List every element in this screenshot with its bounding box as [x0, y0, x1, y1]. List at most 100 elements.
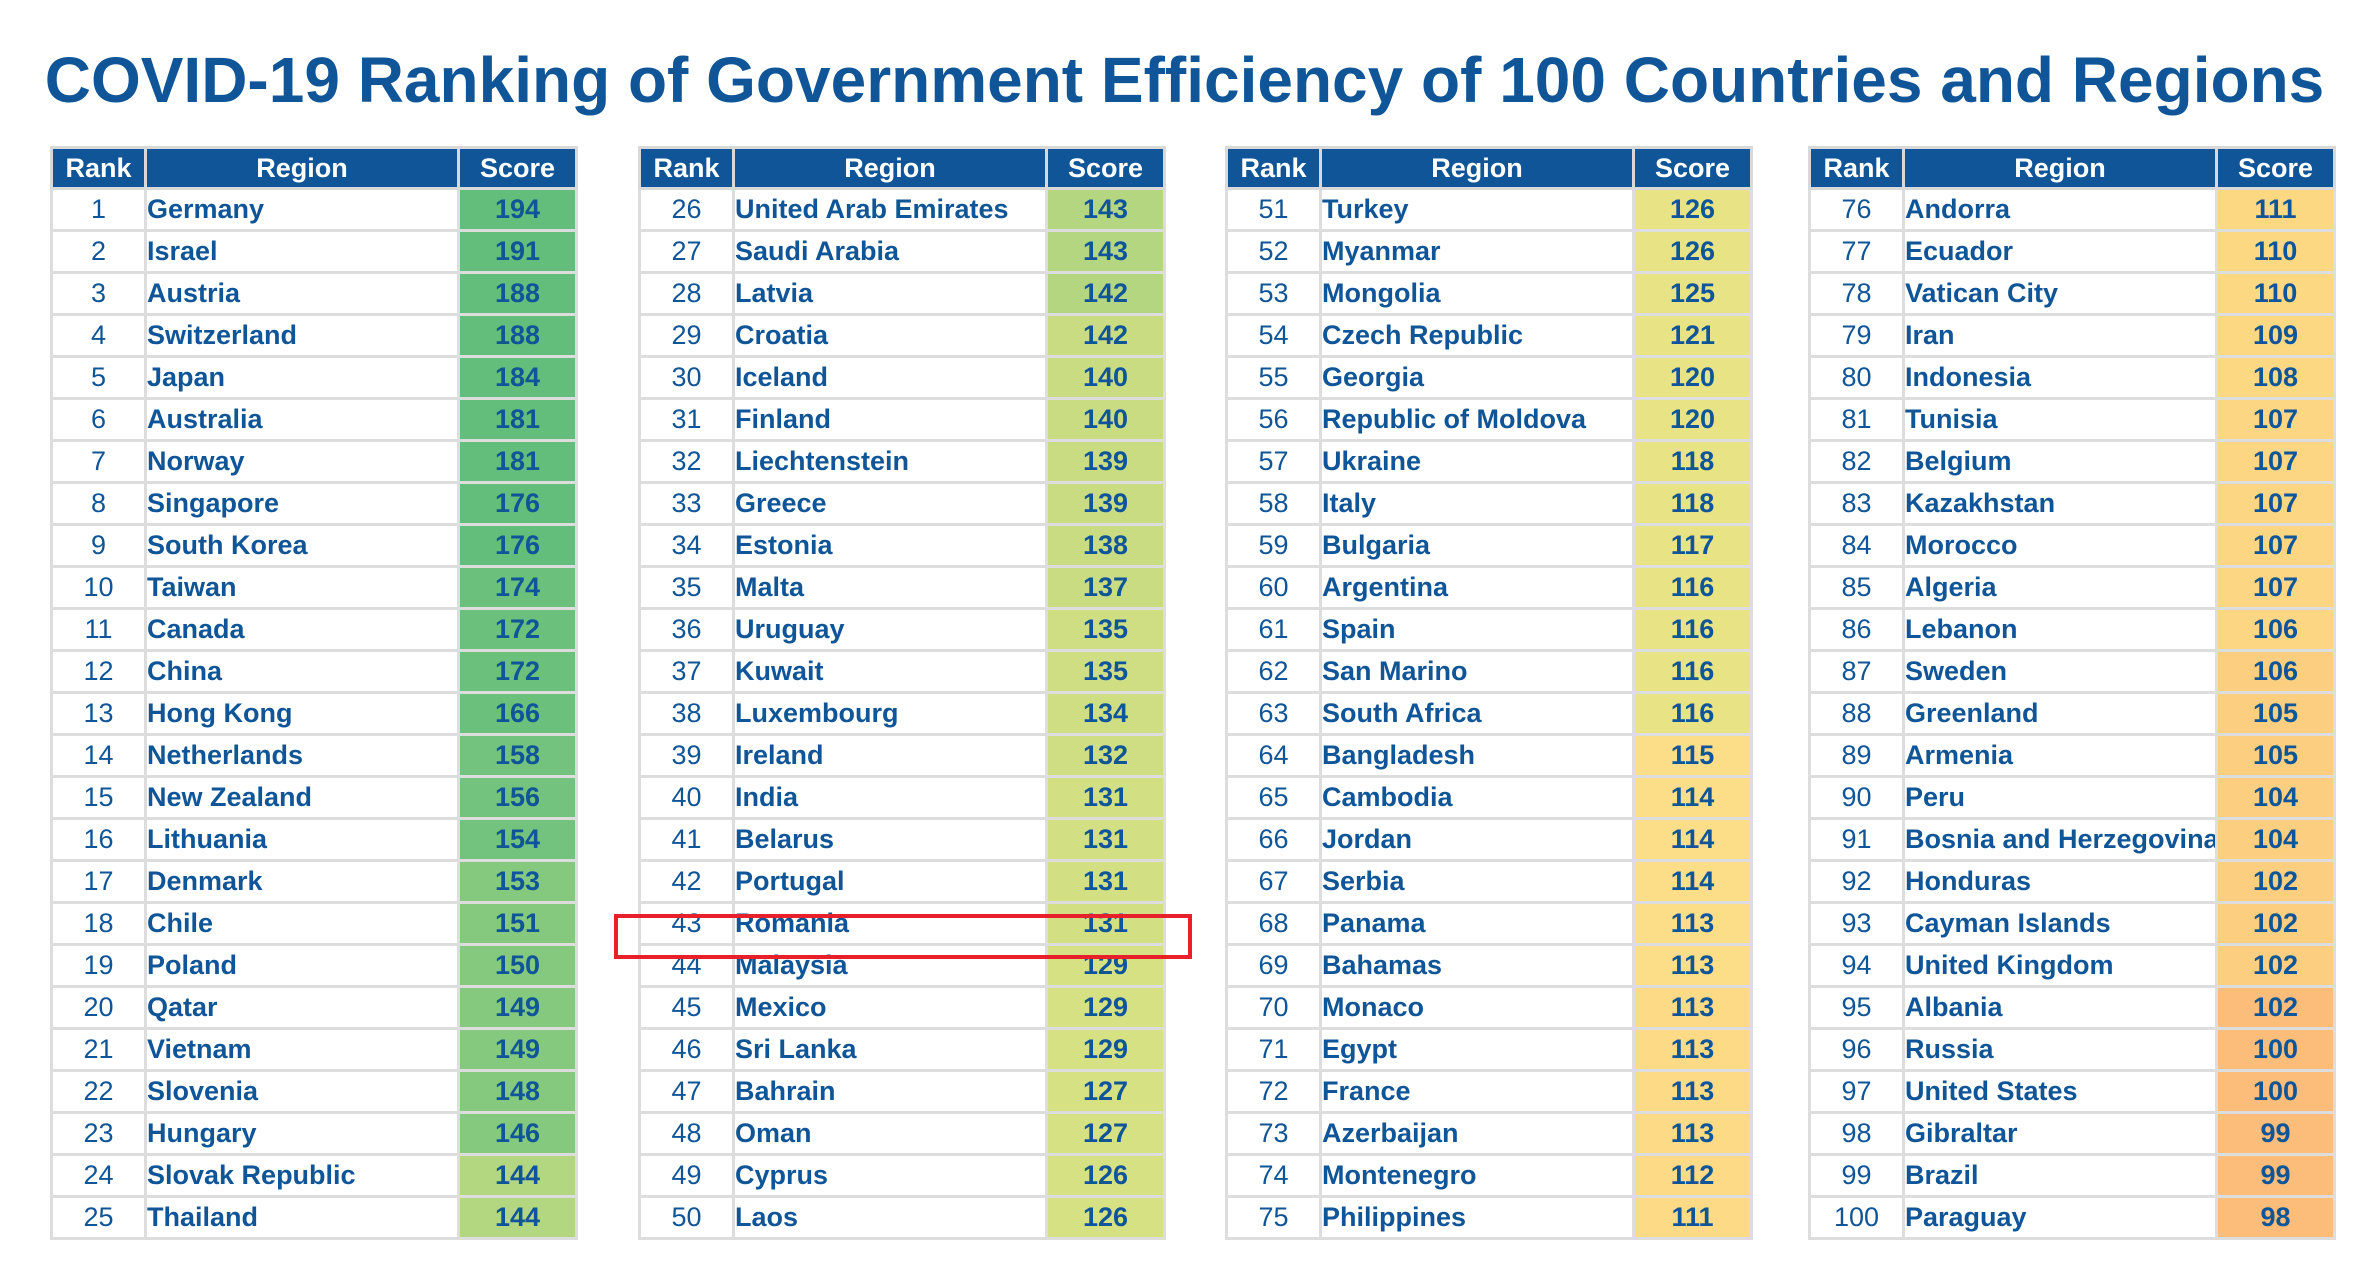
ranking-table-2: Rank Region Score 26 United Arab Emirates…: [638, 146, 1166, 1240]
region-cell: New Zealand: [144, 775, 460, 820]
table-row: 46 Sri Lanka 129: [638, 1027, 1166, 1072]
table-row: 12 China 172: [50, 649, 578, 694]
table-row: 60 Argentina 116: [1225, 565, 1753, 610]
region-cell: Ecuador: [1902, 229, 2218, 274]
score-cell: 131: [1045, 859, 1166, 904]
score-cell: 105: [2215, 691, 2336, 736]
region-cell: Malta: [732, 565, 1048, 610]
rank-cell: 21: [50, 1027, 147, 1072]
score-cell: 140: [1045, 397, 1166, 442]
table-row: 97 United States 100: [1808, 1069, 2336, 1114]
table-row: 2 Israel 191: [50, 229, 578, 274]
rank-cell: 36: [638, 607, 735, 652]
score-cell: 102: [2215, 859, 2336, 904]
table-row: 78 Vatican City 110: [1808, 271, 2336, 316]
table-row: 21 Vietnam 149: [50, 1027, 578, 1072]
column-header-score: Score: [457, 146, 578, 190]
table-row: 10 Taiwan 174: [50, 565, 578, 610]
table-row: 54 Czech Republic 121: [1225, 313, 1753, 358]
table-row: 9 South Korea 176: [50, 523, 578, 568]
rank-cell: 45: [638, 985, 735, 1030]
rank-cell: 53: [1225, 271, 1322, 316]
region-cell: Cyprus: [732, 1153, 1048, 1198]
table-row: 64 Bangladesh 115: [1225, 733, 1753, 778]
region-cell: Qatar: [144, 985, 460, 1030]
rank-cell: 61: [1225, 607, 1322, 652]
table-row: 37 Kuwait 135: [638, 649, 1166, 694]
score-cell: 98: [2215, 1195, 2336, 1240]
region-cell: Peru: [1902, 775, 2218, 820]
score-cell: 117: [1632, 523, 1753, 568]
region-cell: Sri Lanka: [732, 1027, 1048, 1072]
rank-cell: 99: [1808, 1153, 1905, 1198]
rank-cell: 84: [1808, 523, 1905, 568]
region-cell: Netherlands: [144, 733, 460, 778]
score-cell: 113: [1632, 943, 1753, 988]
table-row: 63 South Africa 116: [1225, 691, 1753, 736]
rank-cell: 44: [638, 943, 735, 988]
score-cell: 126: [1632, 187, 1753, 232]
score-cell: 126: [1045, 1153, 1166, 1198]
rank-cell: 47: [638, 1069, 735, 1114]
rank-cell: 12: [50, 649, 147, 694]
region-cell: France: [1319, 1069, 1635, 1114]
column-header-rank: Rank: [638, 146, 735, 190]
table-row: 76 Andorra 111: [1808, 187, 2336, 232]
rank-cell: 9: [50, 523, 147, 568]
rank-cell: 3: [50, 271, 147, 316]
region-cell: Taiwan: [144, 565, 460, 610]
rank-cell: 43: [638, 901, 735, 946]
score-cell: 100: [2215, 1069, 2336, 1114]
table-row: 3 Austria 188: [50, 271, 578, 316]
table-row: 69 Bahamas 113: [1225, 943, 1753, 988]
rank-cell: 31: [638, 397, 735, 442]
region-cell: Mexico: [732, 985, 1048, 1030]
rank-cell: 23: [50, 1111, 147, 1156]
rank-cell: 65: [1225, 775, 1322, 820]
rank-cell: 55: [1225, 355, 1322, 400]
score-cell: 102: [2215, 943, 2336, 988]
region-cell: Finland: [732, 397, 1048, 442]
table-row: 87 Sweden 106: [1808, 649, 2336, 694]
region-cell: Iran: [1902, 313, 2218, 358]
rank-cell: 25: [50, 1195, 147, 1240]
region-cell: Portugal: [732, 859, 1048, 904]
rank-cell: 76: [1808, 187, 1905, 232]
table-row: 38 Luxembourg 134: [638, 691, 1166, 736]
rank-cell: 27: [638, 229, 735, 274]
region-cell: Turkey: [1319, 187, 1635, 232]
rank-cell: 54: [1225, 313, 1322, 358]
region-cell: Mongolia: [1319, 271, 1635, 316]
region-cell: India: [732, 775, 1048, 820]
score-cell: 127: [1045, 1069, 1166, 1114]
region-cell: Greece: [732, 481, 1048, 526]
region-cell: Oman: [732, 1111, 1048, 1156]
table-row: 24 Slovak Republic 144: [50, 1153, 578, 1198]
region-cell: Ukraine: [1319, 439, 1635, 484]
score-cell: 99: [2215, 1153, 2336, 1198]
score-cell: 139: [1045, 439, 1166, 484]
table-row: 17 Denmark 153: [50, 859, 578, 904]
region-cell: Malaysia: [732, 943, 1048, 988]
region-cell: Andorra: [1902, 187, 2218, 232]
column-header-region: Region: [1902, 146, 2218, 190]
table-row: 66 Jordan 114: [1225, 817, 1753, 862]
region-cell: Israel: [144, 229, 460, 274]
region-cell: Laos: [732, 1195, 1048, 1240]
region-cell: Panama: [1319, 901, 1635, 946]
rank-cell: 52: [1225, 229, 1322, 274]
rank-cell: 57: [1225, 439, 1322, 484]
region-cell: Hungary: [144, 1111, 460, 1156]
region-cell: Azerbaijan: [1319, 1111, 1635, 1156]
score-cell: 166: [457, 691, 578, 736]
score-cell: 134: [1045, 691, 1166, 736]
rank-cell: 56: [1225, 397, 1322, 442]
score-cell: 116: [1632, 691, 1753, 736]
table-row: 13 Hong Kong 166: [50, 691, 578, 736]
region-cell: Lithuania: [144, 817, 460, 862]
table-row: 61 Spain 116: [1225, 607, 1753, 652]
region-cell: Belgium: [1902, 439, 2218, 484]
rank-cell: 74: [1225, 1153, 1322, 1198]
score-cell: 113: [1632, 1111, 1753, 1156]
region-cell: Vatican City: [1902, 271, 2218, 316]
